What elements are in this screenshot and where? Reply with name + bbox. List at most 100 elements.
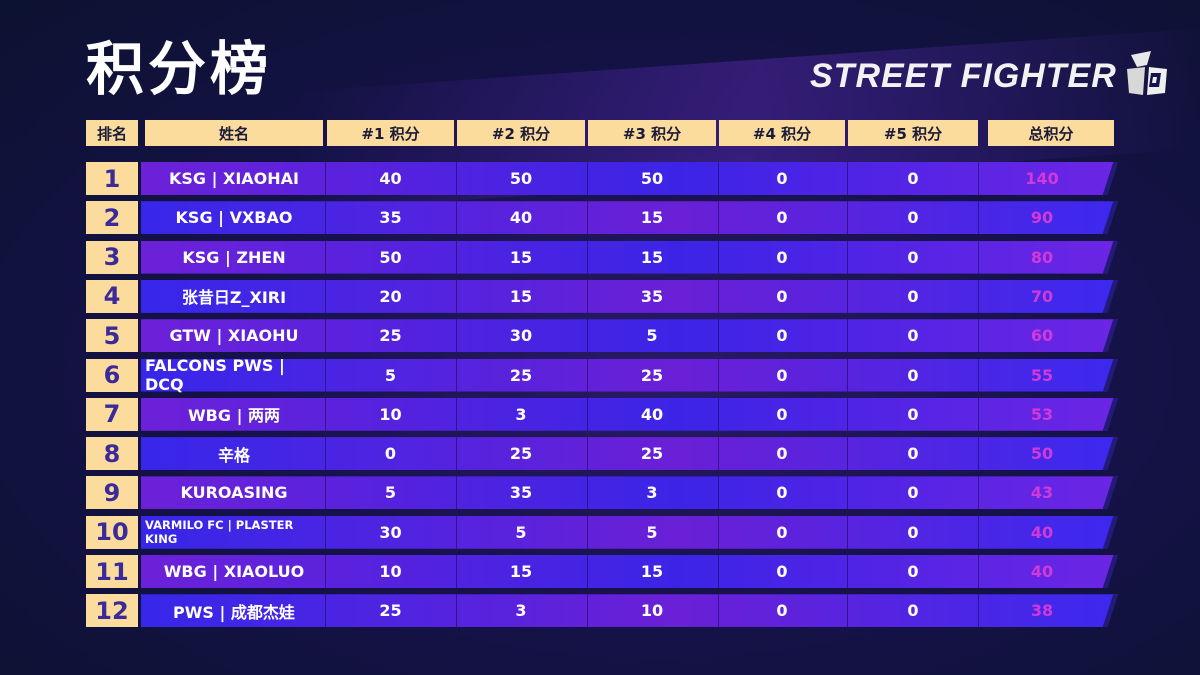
- row-band: [141, 279, 1116, 313]
- column-divider: [587, 201, 588, 235]
- player-name-cell: FALCONS PWS | DCQ: [145, 356, 285, 394]
- column-divider: [325, 397, 326, 431]
- column-divider: [718, 358, 719, 392]
- player-name-cell: 辛格: [217, 445, 250, 465]
- table-row: 2 KSG | VXBAO 35 40 15 0 0 90: [86, 201, 1119, 235]
- total-score-cell: 40: [1030, 522, 1054, 542]
- round-score-cell: 3: [515, 404, 527, 424]
- rank-cell: 3: [86, 240, 138, 274]
- total-score-cell: 70: [1030, 286, 1054, 306]
- column-divider: [456, 476, 457, 510]
- round-score-cell: 30: [509, 326, 533, 346]
- table-row: 6 FALCONS PWS | DCQ 5 25 25 0 0 55: [86, 356, 1119, 394]
- total-score-cell: 43: [1030, 483, 1054, 503]
- table-row: 3 KSG | ZHEN 50 15 15 0 0 80: [86, 240, 1119, 274]
- round-score-cell: 0: [776, 483, 788, 503]
- total-score-cell: 140: [1025, 169, 1059, 188]
- column-divider: [456, 555, 457, 588]
- row-band: [141, 397, 1116, 431]
- round-score-cell: 20: [379, 286, 402, 306]
- column-divider: [847, 162, 848, 195]
- column-divider: [325, 358, 326, 392]
- player-name-cell: KUROASING: [180, 483, 288, 503]
- total-score-cell: 38: [1030, 601, 1054, 621]
- column-divider: [325, 437, 326, 471]
- header-total: 总积分: [988, 120, 1114, 146]
- row-band: [141, 594, 1116, 628]
- column-divider: [978, 319, 979, 353]
- column-divider: [847, 476, 848, 510]
- total-score-cell: 50: [1030, 444, 1054, 464]
- round-score-cell: 25: [640, 365, 664, 385]
- table-row: 8 辛格 0 25 25 0 0 50: [86, 437, 1119, 471]
- column-divider: [587, 476, 588, 510]
- row-band: [141, 555, 1116, 588]
- column-divider: [456, 437, 457, 471]
- header-round4: #4 积分: [719, 120, 845, 146]
- column-divider: [718, 594, 719, 628]
- column-divider: [587, 515, 588, 549]
- table-row: 11 WBG | XIAOLUO 10 15 15 0 0 40: [86, 555, 1119, 588]
- header-name: 姓名: [145, 120, 323, 146]
- rank-cell: 2: [86, 201, 138, 235]
- round-score-cell: 0: [776, 444, 788, 464]
- round-score-cell: 0: [776, 522, 788, 542]
- total-score-cell: 40: [1030, 562, 1054, 581]
- round-score-cell: 0: [776, 286, 788, 306]
- rank-cell: 11: [86, 555, 138, 588]
- column-divider: [978, 476, 979, 510]
- round-score-cell: 0: [384, 444, 397, 464]
- column-divider: [456, 279, 457, 313]
- round-score-cell: 0: [776, 326, 788, 346]
- round-score-cell: 0: [907, 208, 919, 228]
- round-score-cell: 35: [379, 208, 402, 228]
- table-row: 9 KUROASING 5 35 3 0 0 43: [86, 476, 1119, 510]
- column-divider: [325, 162, 326, 195]
- round-score-cell: 0: [907, 444, 919, 464]
- round-score-cell: 25: [379, 601, 402, 621]
- round-score-cell: 40: [509, 208, 533, 228]
- player-name-cell: 张昔日Z_XIRI: [181, 288, 287, 308]
- column-divider: [847, 397, 848, 431]
- logo-text: STREET FIGHTER: [810, 56, 1117, 95]
- round-score-cell: 25: [640, 444, 664, 464]
- table-row: 4 张昔日Z_XIRI 20 15 35 0 0 70: [86, 279, 1119, 313]
- column-divider: [456, 201, 457, 235]
- round-score-cell: 15: [640, 208, 664, 228]
- column-divider: [847, 358, 848, 392]
- round-score-cell: 50: [509, 169, 533, 188]
- total-score-cell: 60: [1030, 326, 1054, 346]
- round-score-cell: 25: [509, 365, 533, 385]
- row-band: [141, 476, 1116, 510]
- total-score-cell: 53: [1030, 404, 1054, 424]
- header-round2: #2 积分: [457, 120, 585, 146]
- player-name-cell: WBG | 两两: [188, 406, 280, 426]
- player-name-cell: GTW | XIAOHU: [169, 326, 299, 346]
- column-divider: [978, 397, 979, 431]
- round-score-cell: 10: [379, 404, 402, 424]
- rank-cell: 4: [86, 279, 138, 313]
- column-divider: [718, 555, 719, 588]
- column-divider: [718, 279, 719, 313]
- column-divider: [718, 397, 719, 431]
- round-score-cell: 50: [640, 169, 664, 188]
- total-score-cell: 80: [1030, 247, 1054, 267]
- column-divider: [978, 437, 979, 471]
- row-band: [141, 437, 1116, 471]
- header-round1: #1 积分: [327, 120, 454, 146]
- round-score-cell: 5: [646, 522, 658, 542]
- column-divider: [456, 594, 457, 628]
- column-divider: [718, 476, 719, 510]
- rank-cell: 6: [86, 358, 138, 392]
- column-divider: [718, 319, 719, 353]
- rank-cell: 1: [86, 162, 138, 195]
- round-score-cell: 10: [640, 601, 664, 621]
- column-divider: [456, 358, 457, 392]
- column-divider: [325, 201, 326, 235]
- column-divider: [847, 594, 848, 628]
- column-divider: [978, 555, 979, 588]
- column-divider: [847, 279, 848, 313]
- column-divider: [587, 358, 588, 392]
- row-band: [141, 162, 1116, 195]
- column-divider: [587, 437, 588, 471]
